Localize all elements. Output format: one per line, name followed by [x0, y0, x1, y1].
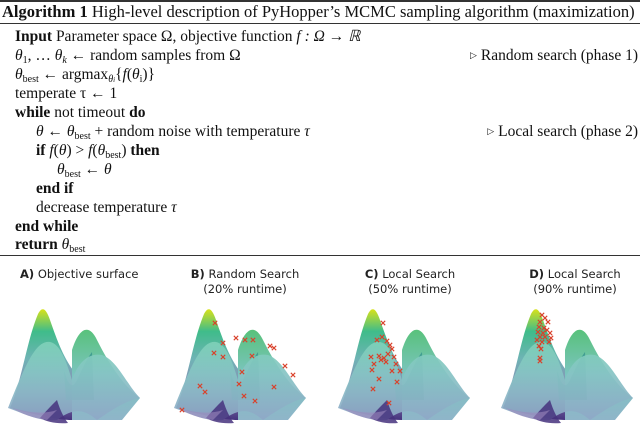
bottom-rule: [0, 255, 640, 256]
algo-line-return: return θbest: [15, 236, 86, 255]
algo-line-if: if f(θ) > f(θbest) then: [36, 142, 160, 161]
algo-line-while: while not timeout do: [15, 104, 146, 121]
comment-phase1: ▷ Random search (phase 1): [469, 47, 638, 64]
panel-c-label: C) Local Search (50% runtime): [364, 267, 456, 296]
algo-line-argmax: θbest ← argmaxθi{f(θi)}: [15, 66, 156, 85]
panel-d-label: D) Local Search (90% runtime): [529, 267, 621, 296]
algorithm-title: High-level description of PyHopper’s MCM…: [91, 2, 635, 21]
comment-triangle-icon: ▷: [469, 50, 477, 60]
algo-line-assign-best: θbest ← θ: [57, 161, 112, 180]
top-rule: [0, 0, 640, 2]
comment-phase2: ▷ Local search (phase 2): [487, 123, 638, 140]
algo-line-decrease: decrease temperature τ: [36, 199, 177, 216]
keyword-input: Input: [15, 28, 53, 45]
algo-line-noise: θ ← θbest + random noise with temperatur…: [36, 123, 310, 142]
algo-line-input: Input Parameter space Ω, objective funct…: [15, 28, 361, 45]
panel-b-label: B) Random Search (20% runtime): [190, 267, 300, 296]
surface-plot-d: [501, 309, 633, 424]
algorithm-caption: Algorithm 1 High-level description of Py…: [2, 2, 635, 22]
algo-line-end-if: end if: [36, 180, 74, 197]
surface-plot-a: [8, 309, 140, 424]
comment-triangle-icon: ▷: [487, 126, 495, 136]
caption-rule: [0, 23, 640, 24]
panel-a-label: A) Objective surface: [20, 267, 139, 281]
algo-line-temperate: temperate τ ← 1: [15, 85, 118, 102]
surface-plot-b: [174, 309, 306, 424]
surface-plot-c: [338, 309, 470, 424]
algo-line-end-while: end while: [15, 218, 79, 235]
algorithm-number: Algorithm 1: [2, 2, 88, 21]
algo-line-random-samples: θ1, … θk ← random samples from Ω: [15, 47, 241, 66]
math-objective: f : Ω → ℝ: [296, 28, 361, 45]
